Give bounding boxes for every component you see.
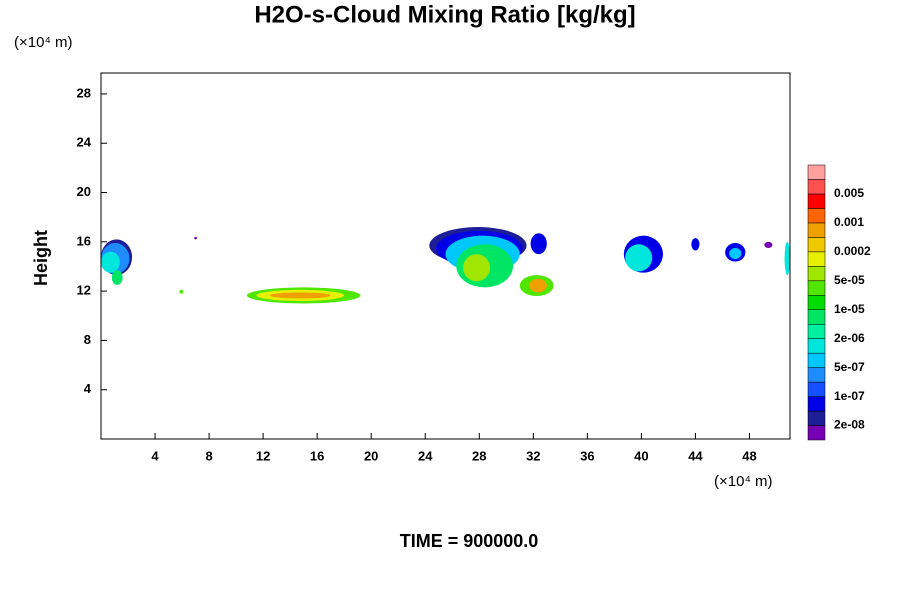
colorbar-swatch (807, 338, 826, 354)
x-tick-label: 28 (472, 448, 486, 463)
colorbar-label: 0.001 (834, 215, 864, 229)
x-tick-label: 16 (310, 448, 324, 463)
colorbar-swatch (807, 222, 826, 238)
x-tick-label: 4 (151, 448, 159, 463)
colorbar-swatch (807, 381, 826, 397)
y-tick-label: 16 (77, 233, 91, 248)
colorbar-swatch (807, 410, 826, 426)
colorbar-swatch (807, 237, 826, 253)
cloud-cell (764, 241, 773, 248)
cloud-cell (529, 278, 547, 293)
cloud-cell (530, 233, 547, 255)
y-tick-label: 28 (77, 85, 91, 100)
colorbar-swatch (807, 396, 826, 412)
colorbar-swatch (807, 309, 826, 325)
cloud-cell (101, 251, 120, 273)
colorbar-label: 1e-07 (834, 389, 865, 403)
colorbar-label: 2e-06 (834, 331, 865, 345)
x-tick-label: 32 (526, 448, 540, 463)
colorbar-swatch (807, 425, 826, 441)
colorbar-swatch (807, 266, 826, 282)
colorbar-swatch (807, 179, 826, 195)
colorbar-swatch (807, 295, 826, 310)
y-axis-label: Height (31, 230, 51, 286)
cloud-cell (194, 236, 197, 240)
y-tick-label: 8 (84, 332, 91, 347)
colorbar-swatch (807, 323, 826, 339)
colorbar-swatch (807, 208, 826, 224)
cloud-cell (691, 238, 700, 251)
colorbar-label: 5e-07 (834, 360, 865, 374)
colorbar-swatch (807, 164, 826, 180)
x-unit: (×10⁴ m) (714, 473, 773, 490)
colorbar-label: 1e-05 (834, 302, 865, 316)
x-tick-label: 36 (580, 448, 594, 463)
y-tick-label: 4 (84, 381, 92, 396)
x-tick-label: 48 (742, 448, 756, 463)
x-tick-label: 12 (256, 448, 270, 463)
colorbar-label: 5e-05 (834, 273, 865, 287)
colorbar-swatch (807, 251, 826, 267)
x-tick-label: 8 (205, 448, 212, 463)
cloud-cell (463, 254, 491, 282)
cloud-cell (729, 247, 742, 260)
plot-frame (100, 72, 791, 440)
cloud-cell (269, 292, 331, 299)
colorbar-swatch (807, 367, 826, 383)
x-tick-label: 24 (418, 448, 433, 463)
colorbar-label: 2e-08 (834, 418, 865, 432)
x-tick-label: 40 (634, 448, 648, 463)
colorbar-label: 0.005 (834, 186, 864, 200)
colorbar-swatch (807, 352, 826, 368)
y-tick-label: 24 (77, 135, 92, 150)
cloud-cell (179, 289, 184, 294)
y-tick-label: 12 (77, 283, 91, 298)
cloud-cell (625, 244, 653, 272)
y-tick-label: 20 (77, 184, 91, 199)
cloud-cell (784, 241, 790, 276)
colorbar-label: 0.0002 (834, 244, 871, 258)
colorbar-swatch (807, 280, 826, 296)
cloud-cell (111, 270, 123, 285)
x-tick-label: 44 (688, 448, 703, 463)
y-unit: (×10⁴ m) (14, 34, 73, 51)
footer: TIME = 900000.0 (400, 531, 539, 551)
colorbar-swatch (807, 193, 826, 209)
x-tick-label: 20 (364, 448, 378, 463)
chart-title: H2O-s-Cloud Mixing Ratio [kg/kg] (254, 1, 635, 28)
